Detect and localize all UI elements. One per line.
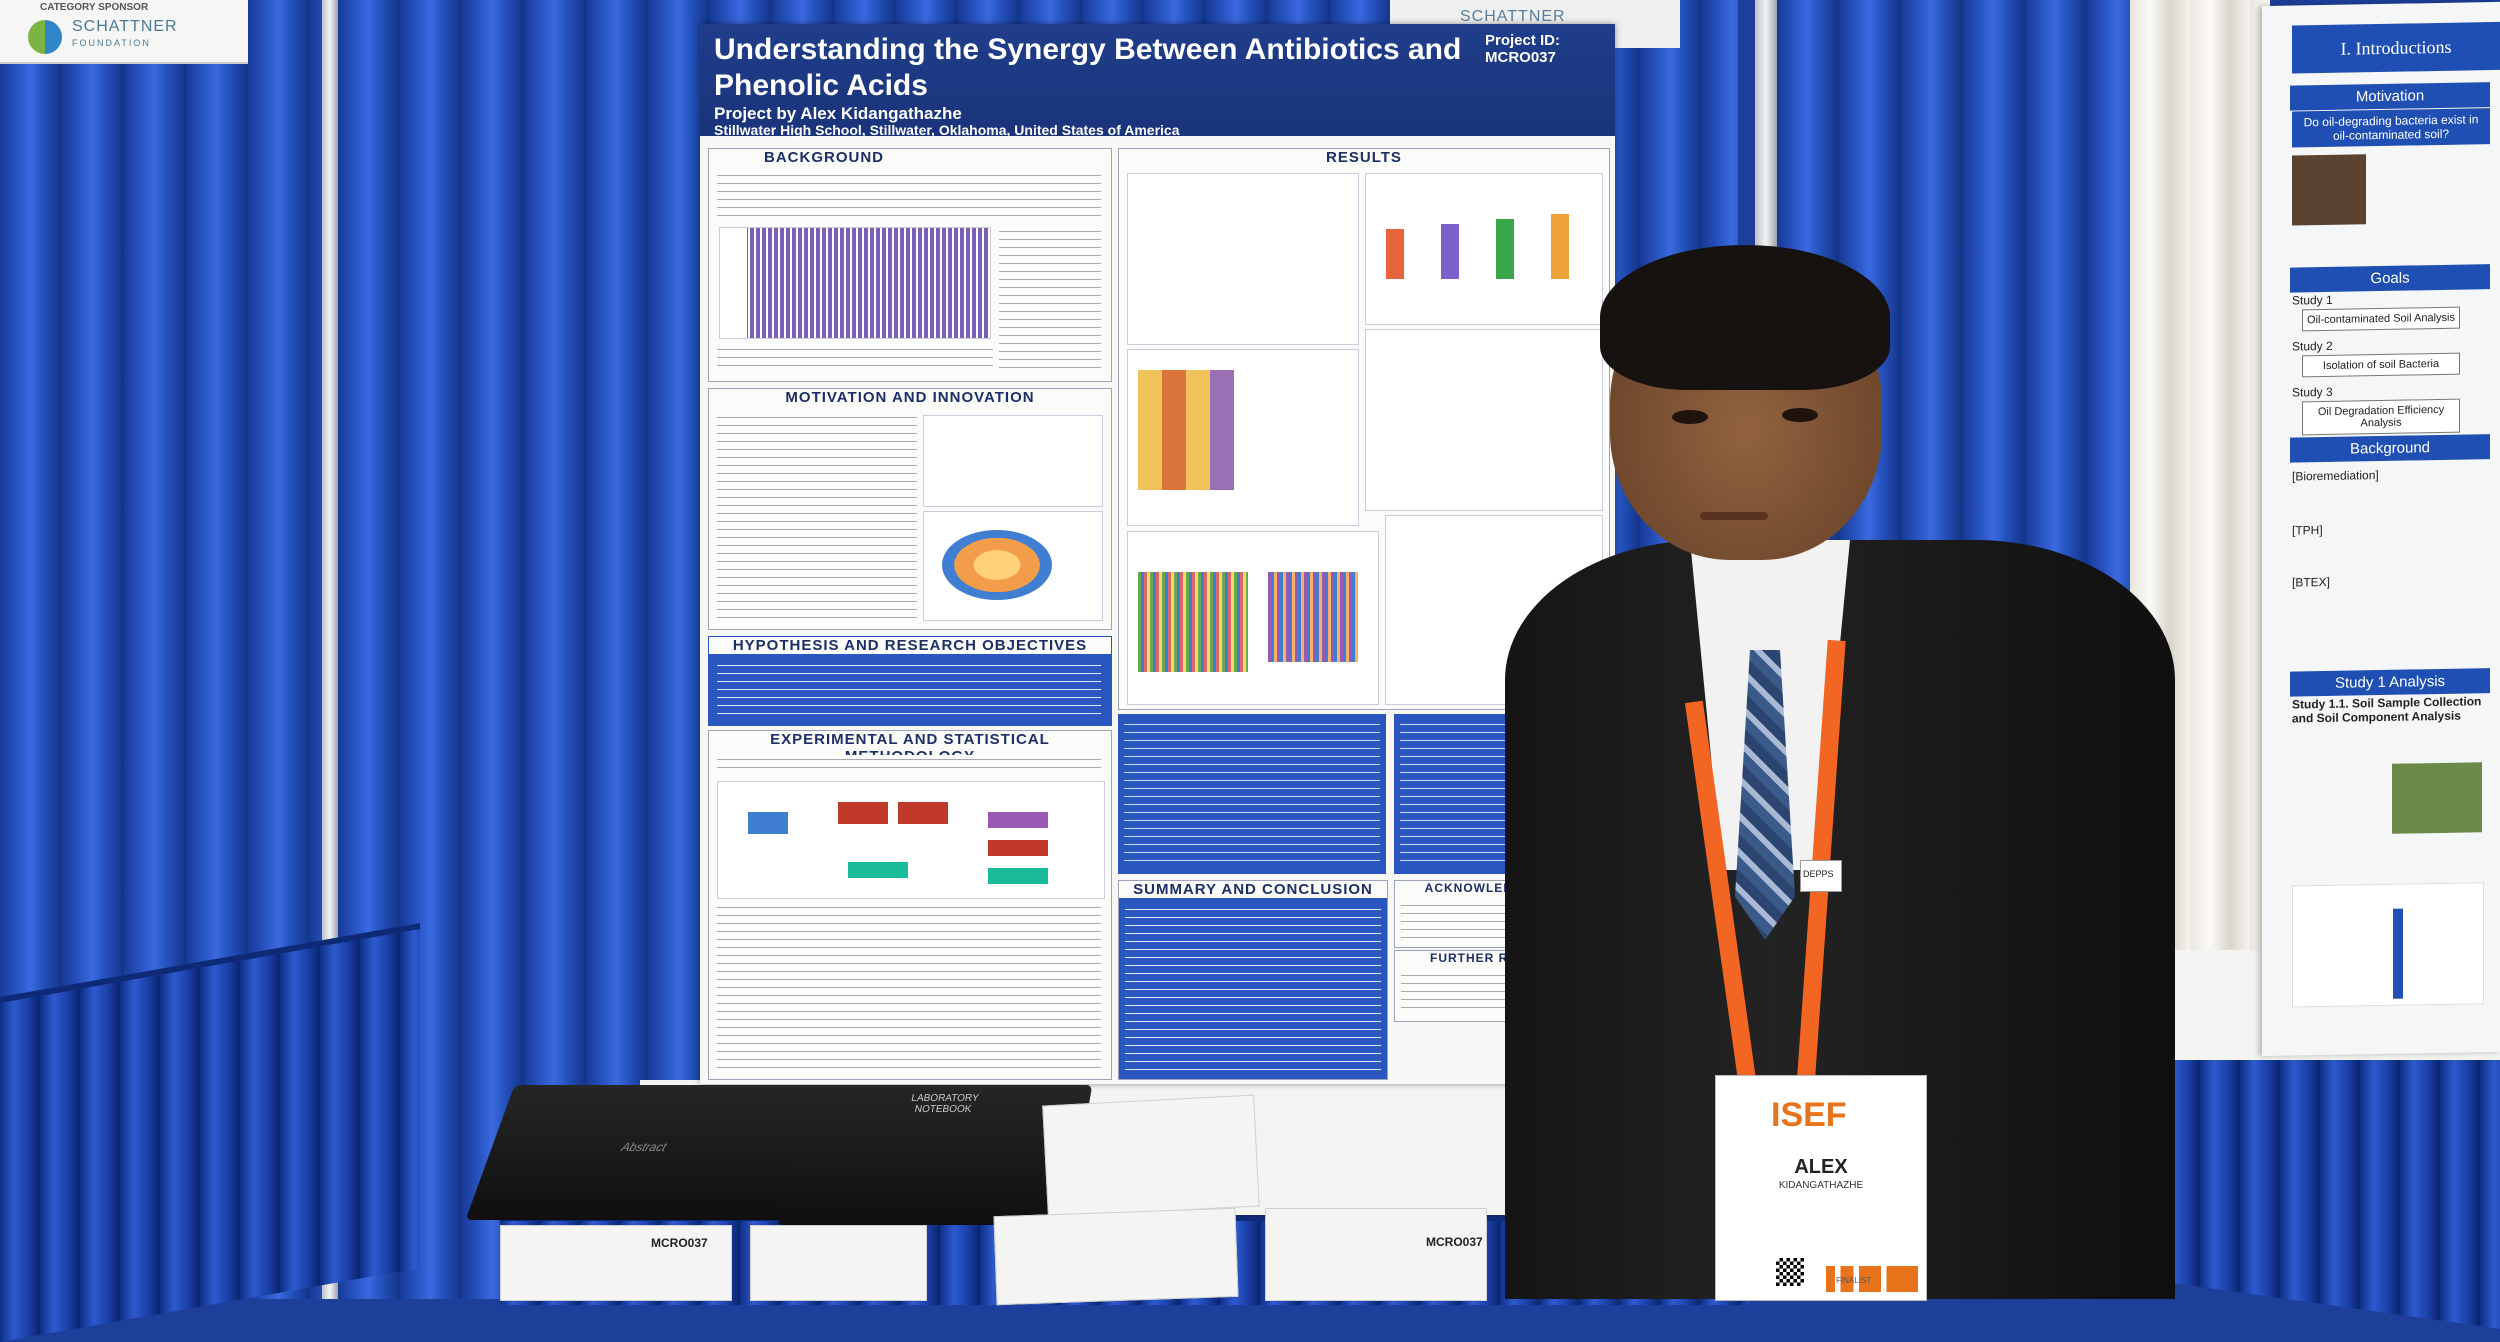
sponsor-sign: CATEGORY SPONSOR SCHATTNER FOUNDATION [0, 0, 248, 64]
cell-diagram-shape [942, 530, 1052, 600]
section-hypothesis: HYPOTHESIS AND RESEARCH OBJECTIVES [708, 636, 1112, 726]
section-summary: SUMMARY AND CONCLUSION [1118, 880, 1388, 1080]
summary-text [1125, 905, 1381, 1073]
neighbor-tph: [TPH] [2292, 523, 2323, 538]
isef-logo: ISEF [1771, 1096, 1847, 1134]
badge-role: FINALIST [1836, 1276, 1872, 1285]
motivation-diagram [923, 415, 1103, 507]
poster-title: Understanding the Synergy Between Antibi… [714, 33, 1462, 102]
background-caption [717, 345, 993, 369]
front-paper-2 [750, 1225, 927, 1301]
finalist-badge: ISEF ALEX KIDANGATHAZHE FINALIST [1715, 1075, 1927, 1301]
neighbor-study2-label: Study 2 [2292, 338, 2333, 354]
background-figure [719, 227, 991, 339]
badge-last-name: KIDANGATHAZHE [1778, 1180, 1864, 1191]
section-results-heading: RESULTS [1326, 149, 1402, 166]
ribbon-tag: DEPPS [1800, 860, 1842, 892]
section-motivation-heading: MOTIVATION AND INNOVATION [785, 389, 1035, 406]
neighbor-study1-box: Oil-contaminated Soil Analysis [2302, 306, 2460, 332]
section-hypothesis-heading: HYPOTHESIS AND RESEARCH OBJECTIVES [709, 637, 1111, 654]
front-paper-4: MCRO037 [1265, 1208, 1487, 1301]
neighbor-study3-box: Oil Degradation Efficiency Analysis [2302, 398, 2460, 436]
mouth [1700, 512, 1768, 520]
science-fair-poster: Understanding the Synergy Between Antibi… [700, 24, 1615, 1084]
methodology-text-top [717, 755, 1101, 775]
section-summary-heading: SUMMARY AND CONCLUSION [1119, 881, 1387, 898]
neighbor-bar-chart [2292, 882, 2484, 1008]
poster-school: Stillwater High School, Stillwater, Okla… [714, 122, 1180, 138]
motivation-text [717, 413, 917, 623]
sponsor-sub: FOUNDATION [72, 38, 151, 48]
neighbor-motivation: Motivation [2290, 82, 2490, 111]
project-id-label: Project ID: [1485, 32, 1561, 49]
results-summary-box [1118, 714, 1386, 874]
hypothesis-text [717, 661, 1101, 719]
background-text [717, 171, 1101, 219]
sponsor-category: CATEGORY SPONSOR [40, 2, 149, 13]
neighbor-bar [2393, 908, 2403, 999]
front-paper-4-id: MCRO037 [1426, 1235, 1483, 1249]
back-sign-name: SCHATTNER [1460, 8, 1566, 25]
hair [1600, 245, 1890, 390]
neighbor-btex: [BTEX] [2292, 574, 2331, 590]
poster-author: Project by Alex Kidangathazhe [714, 104, 962, 123]
sponsor-logo-icon [28, 20, 62, 54]
abstract-binder-label: Abstract [619, 1140, 669, 1154]
neighbor-study3-label: Study 3 [2292, 384, 2333, 400]
left-eye [1672, 410, 1708, 424]
neighbor-study1-label: Study 1 [2292, 292, 2333, 308]
neighbor-study11: Study 1.1. Soil Sample Collection and So… [2292, 694, 2482, 726]
sponsor-name: SCHATTNER [72, 18, 178, 35]
section-results: RESULTS [1118, 148, 1610, 710]
neighbor-poster: I. Introductions Motivation Do oil-degra… [2262, 1, 2500, 1057]
cell-diagram [923, 511, 1103, 621]
neighbor-goals: Goals [2290, 264, 2490, 293]
front-paper-1: MCRO037 [500, 1225, 732, 1301]
ribbon-tag-text: DEPPS [1803, 869, 1834, 879]
section-motivation: MOTIVATION AND INNOVATION [708, 388, 1112, 630]
section-methodology: EXPERIMENTAL AND STATISTICAL METHODOLOGY [708, 730, 1112, 1080]
neighbor-motivation-question: Do oil-degrading bacteria exist in oil-c… [2292, 108, 2490, 148]
section-background-heading: BACKGROUND [764, 149, 884, 166]
results-figure-5 [1127, 531, 1379, 705]
results-figure-1 [1127, 173, 1359, 345]
methodology-flowchart [717, 781, 1105, 899]
neighbor-study2-box: Isolation of soil Bacteria [2302, 352, 2460, 378]
project-id-value: MCRO037 [1485, 49, 1556, 66]
background-side-text [999, 227, 1101, 372]
results-figure-3 [1127, 349, 1359, 526]
neighbor-bioremediation: [Bioremediation] [2292, 468, 2379, 484]
neighbor-photo-2 [2392, 762, 2482, 834]
table-paper [1042, 1094, 1260, 1218]
front-paper-3 [993, 1207, 1239, 1306]
neighbor-analysis: Study 1 Analysis [2290, 668, 2490, 697]
results-summary-text [1124, 720, 1380, 868]
poster-project-id: Project ID: MCRO037 [1485, 32, 1595, 66]
results-figure-2 [1365, 173, 1603, 325]
front-paper-1-id: MCRO037 [651, 1236, 708, 1250]
results-figure-4 [1365, 329, 1603, 511]
skyline-icon [1826, 1266, 1918, 1292]
lab-notebook-label: LABORATORY NOTEBOOK [910, 1093, 980, 1115]
methodology-text [717, 903, 1101, 1073]
badge-first-name: ALEX [1794, 1156, 1848, 1178]
qr-code-icon [1776, 1258, 1804, 1286]
section-background: BACKGROUND [708, 148, 1112, 382]
neighbor-photo [2292, 154, 2366, 226]
neighbor-background: Background [2290, 434, 2490, 463]
neighbor-poster-heading: I. Introductions [2292, 21, 2500, 74]
poster-header: Understanding the Synergy Between Antibi… [700, 24, 1615, 138]
right-eye [1782, 408, 1818, 422]
